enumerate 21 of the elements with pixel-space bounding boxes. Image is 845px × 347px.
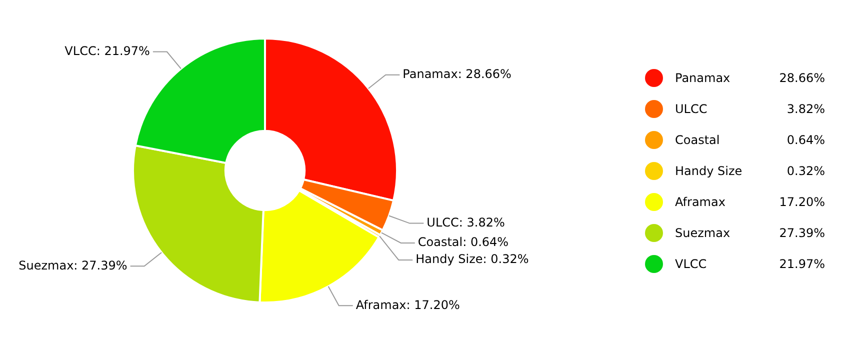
text: 17.20% xyxy=(778,194,825,208)
text: 3.82% xyxy=(786,102,825,116)
legend-label: VLCC xyxy=(675,256,708,270)
legend-label: ULCC xyxy=(675,102,708,116)
legend-label: Handy Size xyxy=(675,164,744,178)
data-label: Suezmax: 27.39% xyxy=(18,258,128,272)
data-label: Coastal: 0.64% xyxy=(418,235,509,250)
legend-label: Coastal xyxy=(675,132,721,146)
data-label: ULCC: 3.82% xyxy=(426,215,505,230)
text: 21.97% xyxy=(778,256,825,270)
data-label: Aframax: 17.20% xyxy=(356,298,460,312)
data-label: Panamax: 28.66% xyxy=(402,66,512,81)
data-label: Handy Size: 0.32% xyxy=(416,252,529,266)
legend-label: Suezmax xyxy=(675,226,732,240)
data-label: VLCC: 21.97% xyxy=(64,44,150,58)
text: 27.39% xyxy=(778,226,825,240)
legend-label: Panamax xyxy=(675,70,732,84)
legend-label: Aframax xyxy=(675,194,726,208)
text: 28.66% xyxy=(778,70,825,84)
text: 0.32% xyxy=(786,164,825,178)
text: 0.64% xyxy=(786,132,825,146)
